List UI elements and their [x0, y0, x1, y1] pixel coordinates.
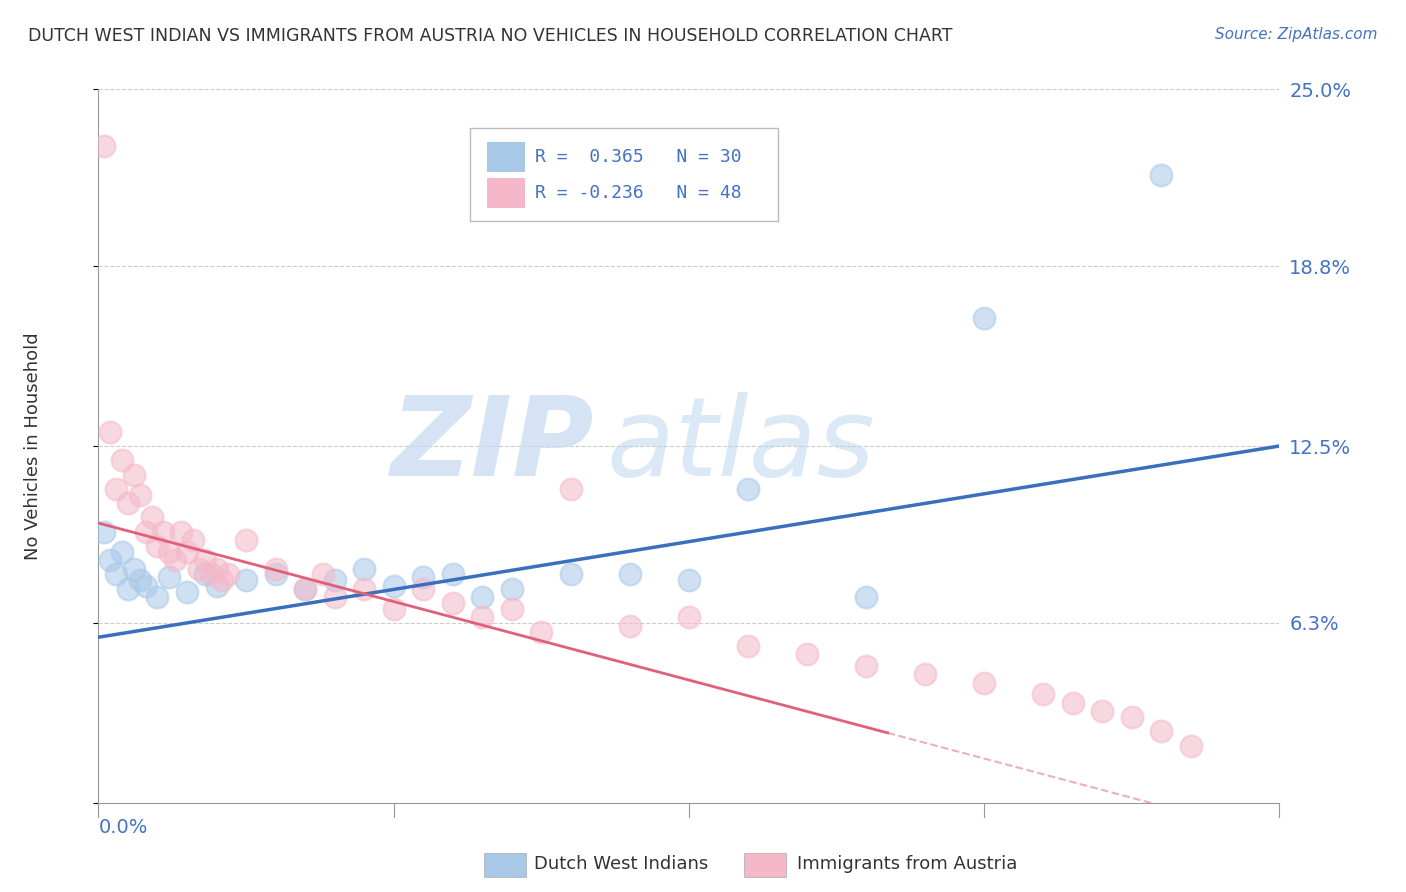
Point: [412, 570, 434, 584]
Point: [353, 582, 375, 596]
Point: [382, 601, 405, 615]
Point: [1091, 705, 1114, 719]
Point: [128, 487, 150, 501]
Point: [560, 567, 582, 582]
Point: [312, 567, 335, 582]
Point: [157, 570, 180, 584]
FancyBboxPatch shape: [486, 142, 524, 172]
Point: [855, 658, 877, 673]
Point: [122, 562, 145, 576]
Point: [105, 567, 128, 582]
Point: [678, 573, 700, 587]
Point: [530, 624, 553, 639]
Point: [501, 582, 523, 596]
Point: [111, 453, 134, 467]
Point: [1150, 724, 1173, 739]
Point: [111, 544, 134, 558]
Point: [187, 562, 209, 576]
Point: [146, 539, 169, 553]
Point: [678, 610, 700, 624]
Point: [141, 510, 163, 524]
Point: [128, 573, 150, 587]
Point: [264, 567, 287, 582]
Point: [412, 582, 434, 596]
Point: [176, 584, 198, 599]
Point: [194, 553, 217, 567]
Text: No Vehicles in Household: No Vehicles in Household: [24, 332, 42, 560]
Text: R = -0.236   N = 48: R = -0.236 N = 48: [536, 184, 742, 202]
Point: [1150, 168, 1173, 182]
Point: [205, 562, 228, 576]
Point: [973, 310, 995, 325]
Point: [157, 544, 180, 558]
Point: [973, 676, 995, 690]
Point: [914, 667, 936, 681]
Point: [264, 562, 287, 576]
Point: [382, 579, 405, 593]
Point: [855, 591, 877, 605]
Point: [235, 533, 257, 548]
Point: [181, 533, 204, 548]
Point: [353, 562, 375, 576]
Point: [200, 567, 222, 582]
FancyBboxPatch shape: [486, 178, 524, 208]
Point: [122, 467, 145, 482]
Text: ZIP: ZIP: [391, 392, 595, 500]
Point: [165, 553, 187, 567]
Point: [560, 482, 582, 496]
Point: [93, 524, 115, 539]
Point: [619, 619, 641, 633]
Point: [441, 567, 464, 582]
Point: [152, 524, 174, 539]
Point: [117, 582, 139, 596]
Point: [117, 496, 139, 510]
Point: [323, 591, 346, 605]
Point: [294, 582, 316, 596]
Point: [471, 610, 494, 624]
Point: [98, 553, 121, 567]
Point: [170, 524, 193, 539]
FancyBboxPatch shape: [471, 128, 778, 221]
Point: [217, 567, 239, 582]
Text: Source: ZipAtlas.com: Source: ZipAtlas.com: [1215, 27, 1378, 42]
Point: [93, 139, 115, 153]
Point: [146, 591, 169, 605]
Point: [1180, 739, 1202, 753]
Point: [235, 573, 257, 587]
Point: [619, 567, 641, 582]
Point: [135, 524, 157, 539]
Text: atlas: atlas: [606, 392, 875, 500]
Point: [737, 482, 759, 496]
Text: DUTCH WEST INDIAN VS IMMIGRANTS FROM AUSTRIA NO VEHICLES IN HOUSEHOLD CORRELATIO: DUTCH WEST INDIAN VS IMMIGRANTS FROM AUS…: [28, 27, 953, 45]
Point: [796, 648, 818, 662]
Point: [1062, 696, 1084, 710]
Point: [105, 482, 128, 496]
Text: Immigrants from Austria: Immigrants from Austria: [797, 855, 1018, 873]
Point: [176, 544, 198, 558]
Point: [323, 573, 346, 587]
Point: [1032, 687, 1054, 701]
Point: [135, 579, 157, 593]
Text: R =  0.365   N = 30: R = 0.365 N = 30: [536, 148, 742, 166]
Point: [1121, 710, 1143, 724]
Point: [211, 573, 233, 587]
Text: Dutch West Indians: Dutch West Indians: [534, 855, 709, 873]
Text: 0.0%: 0.0%: [98, 819, 148, 838]
Point: [737, 639, 759, 653]
Point: [441, 596, 464, 610]
Point: [294, 582, 316, 596]
Point: [194, 567, 217, 582]
Point: [98, 425, 121, 439]
Point: [205, 579, 228, 593]
Point: [471, 591, 494, 605]
Point: [501, 601, 523, 615]
